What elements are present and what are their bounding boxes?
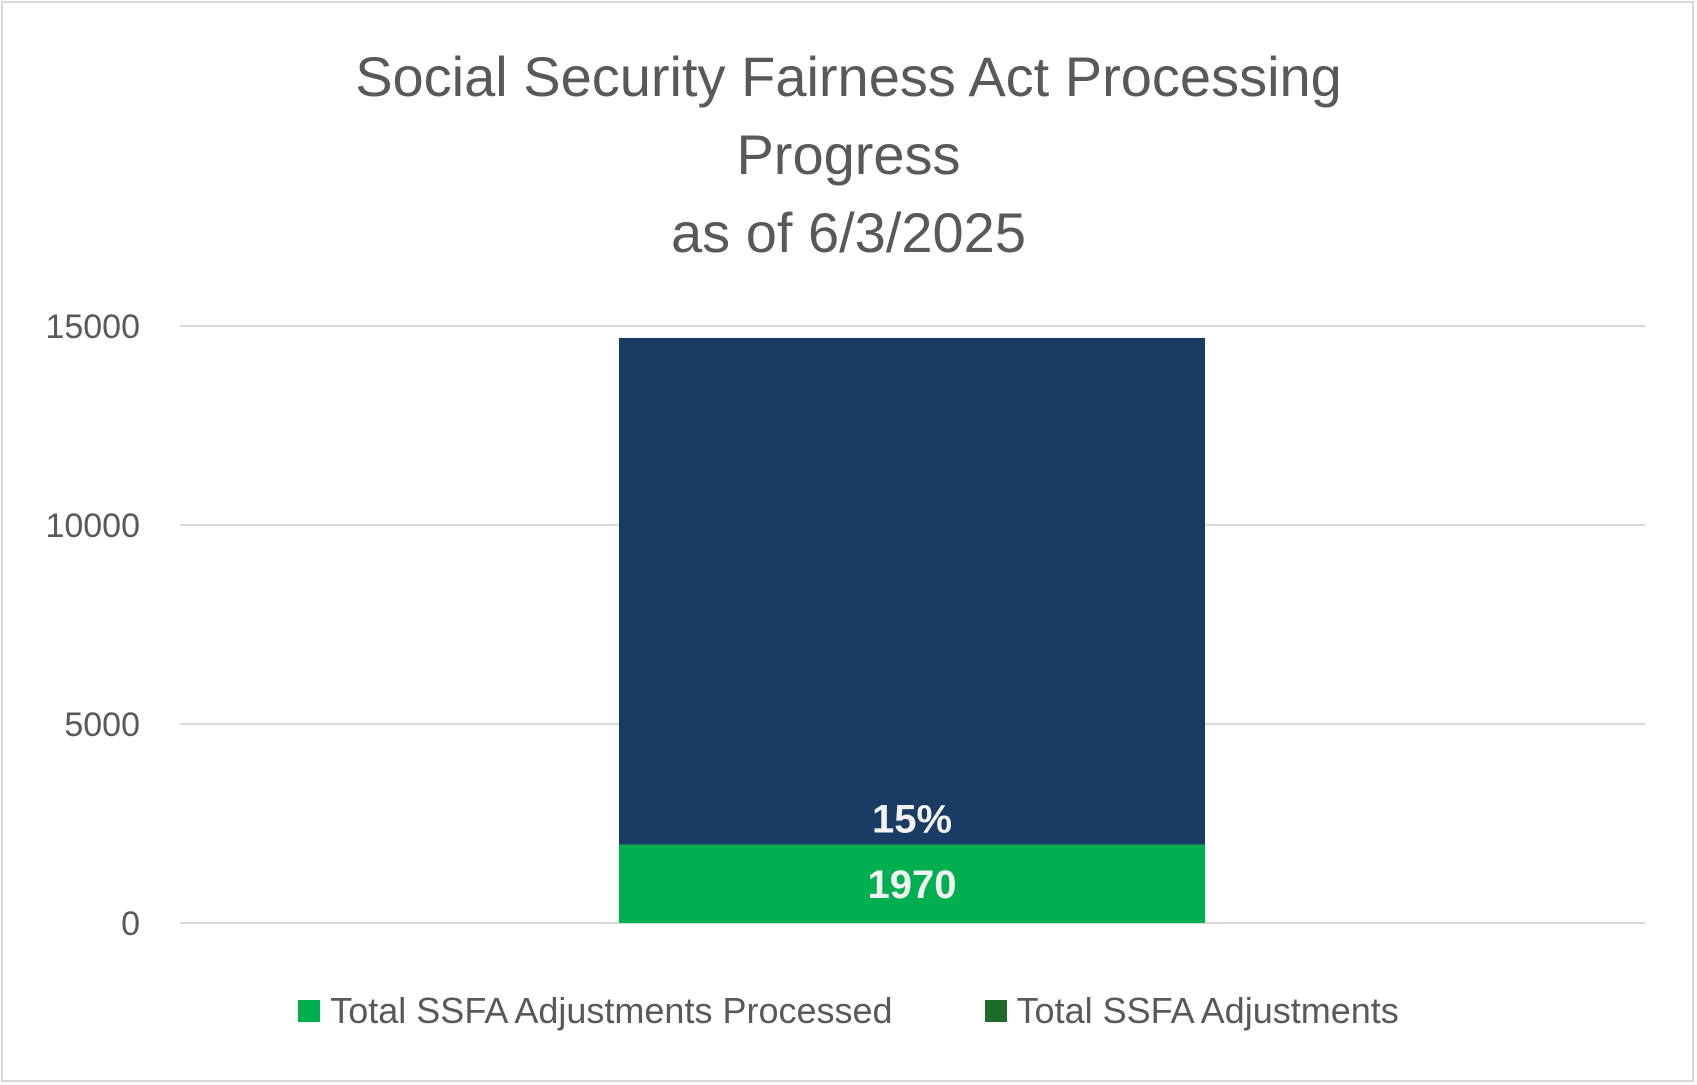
- chart-title: Social Security Fairness Act Processing …: [0, 38, 1697, 272]
- y-tick-label: 5000: [64, 706, 140, 744]
- legend-item-processed: Total SSFA Adjustments Processed: [298, 990, 893, 1032]
- bar-segment-processed: [619, 844, 1205, 923]
- chart-title-line-1: Social Security Fairness Act Processing: [355, 45, 1342, 108]
- data-label-percent: 15%: [872, 798, 952, 842]
- legend-item-total: Total SSFA Adjustments: [984, 990, 1399, 1032]
- legend: Total SSFA Adjustments Processed Total S…: [0, 990, 1697, 1032]
- bar-segment-total: [619, 337, 1205, 845]
- chart-title-line-3: as of 6/3/2025: [671, 201, 1026, 264]
- y-tick-label: 10000: [45, 507, 140, 545]
- legend-label-processed: Total SSFA Adjustments Processed: [330, 990, 893, 1031]
- data-label-processed: 1970: [868, 863, 957, 907]
- data-labels: 1970 15%: [868, 798, 957, 907]
- y-axis-tick-labels: 0 5000 10000 15000: [45, 308, 140, 943]
- legend-label-total: Total SSFA Adjustments: [1016, 990, 1399, 1031]
- y-tick-label: 15000: [45, 308, 140, 346]
- y-tick-label: 0: [121, 905, 140, 943]
- legend-swatch-processed: [298, 1000, 321, 1022]
- legend-swatch-total: [984, 1000, 1007, 1022]
- bar-stack: [619, 337, 1205, 923]
- chart-title-line-2: Progress: [736, 123, 961, 186]
